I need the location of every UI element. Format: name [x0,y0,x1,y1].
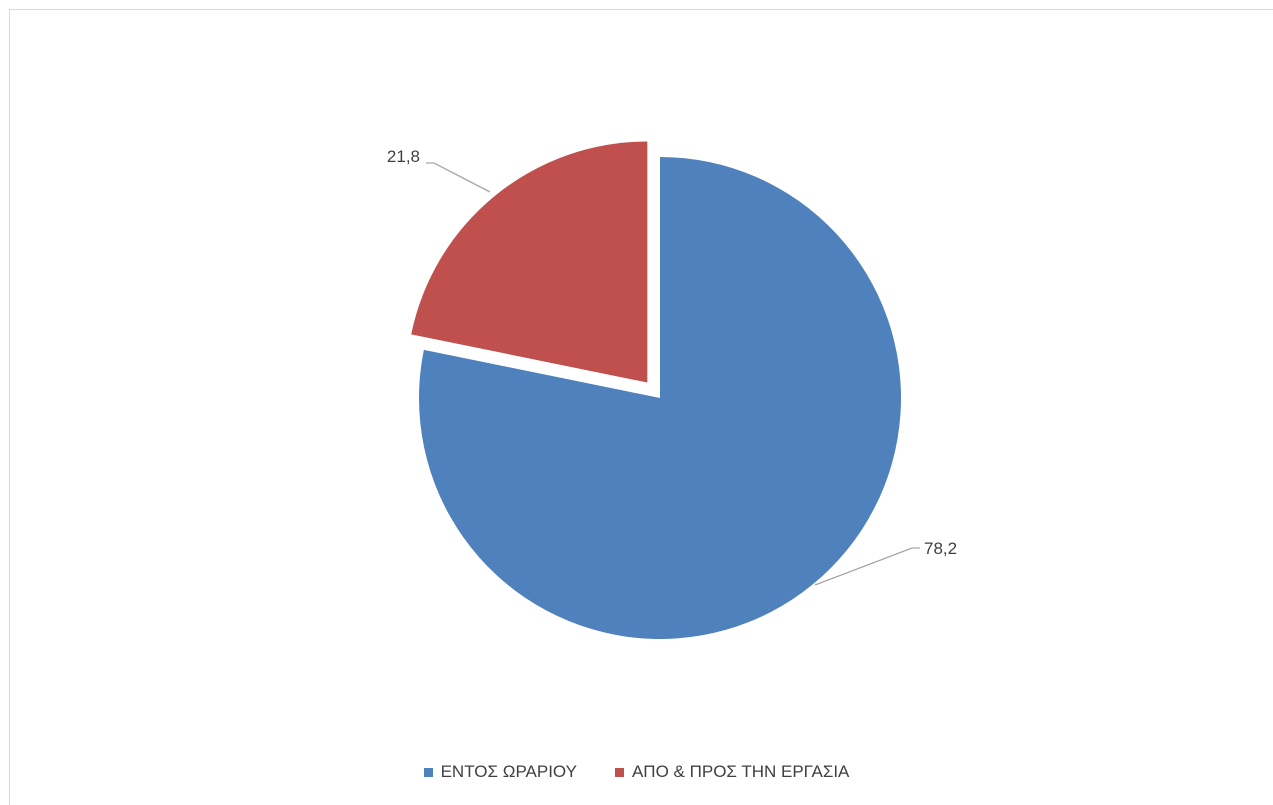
leader-line [426,162,491,193]
pie-slice-entos-orariou [418,157,902,640]
legend-item-apo-pros-ergasia: ΑΠΟ & ΠΡΟΣ ΤΗΝ ΕΡΓΑΣΙΑ [614,762,850,782]
legend-swatch-red [614,767,624,777]
pie-slice-apo-pros-ergasia [411,141,648,383]
legend-swatch-blue [423,767,433,777]
data-labels: 78,2 21,8 [387,147,957,558]
legend-item-entos-orariou: ΕΝΤΟΣ ΩΡΑΡΙΟΥ [423,762,577,782]
legend-label: ΕΝΤΟΣ ΩΡΑΡΙΟΥ [440,762,577,781]
data-label-apo-pros-ergasia: 21,8 [387,147,420,166]
legend-label: ΑΠΟ & ΠΡΟΣ ΤΗΝ ΕΡΓΑΣΙΑ [631,762,850,781]
leader-line [814,547,920,586]
data-label-entos-orariou: 78,2 [924,539,957,558]
pie-slices [411,141,902,640]
leader-lines [426,162,920,586]
legend: ΕΝΤΟΣ ΩΡΑΡΙΟΥ ΑΠΟ & ΠΡΟΣ ΤΗΝ ΕΡΓΑΣΙΑ [0,762,1273,782]
